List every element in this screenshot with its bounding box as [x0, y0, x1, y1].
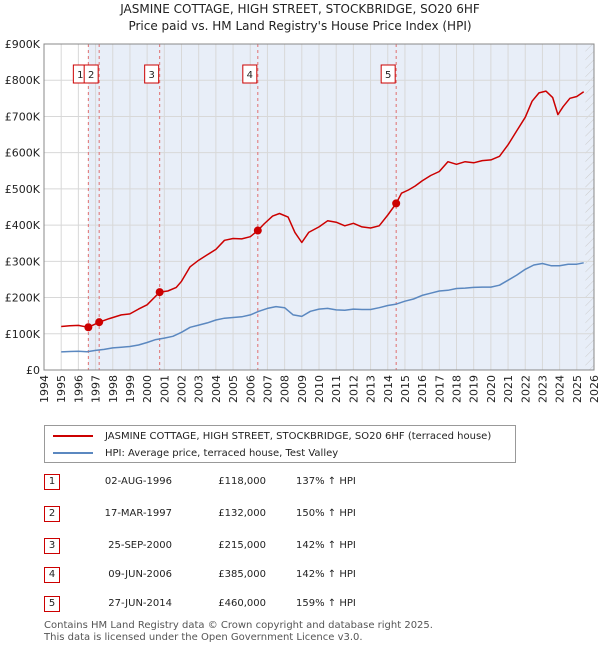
transaction-marker-label: 5 [385, 70, 391, 81]
transaction-date: 09-JUN-2006 [108, 569, 172, 580]
transaction-hpi: 137% ↑ HPI [296, 476, 356, 487]
y-tick-label: £900K [5, 38, 41, 51]
price-chart: £0 £100K £200K £300K £400K £500K £600K £700K £80… [5, 38, 600, 403]
transaction-badge: 5 [44, 596, 60, 612]
ownership-shade [257, 44, 397, 370]
ownership-shade [99, 44, 160, 370]
x-tick-label: 2013 [365, 375, 378, 403]
x-tick-label: 2003 [193, 375, 206, 403]
hpi-line [61, 262, 584, 353]
chart-subtitle: Price paid vs. HM Land Registry's House … [128, 19, 472, 33]
x-tick-label: 2015 [399, 375, 412, 403]
transaction-marker-box [144, 64, 160, 84]
transaction-date: 25-SEP-2000 [108, 540, 172, 551]
x-tick-label: 1995 [55, 375, 68, 403]
legend-line-hpi [53, 452, 93, 454]
transaction-badge: 4 [44, 567, 60, 583]
x-tick-label: 2004 [210, 375, 223, 403]
transaction-point [84, 323, 93, 332]
x-tick-label: 2000 [141, 375, 154, 403]
transaction-date: 17-MAR-1997 [104, 508, 172, 519]
transaction-marker-label: 1 [77, 70, 83, 81]
x-tick-label: 2012 [347, 375, 360, 403]
x-tick-label: 2026 [588, 375, 600, 403]
transaction-marker-label: 4 [247, 70, 253, 81]
x-tick-label: 2005 [227, 375, 240, 403]
legend-item-property: JASMINE COTTAGE, HIGH STREET, STOCKBRIDG… [53, 428, 491, 444]
transaction-price: £132,000 [218, 508, 266, 519]
transaction-hpi: 142% ↑ HPI [296, 540, 356, 551]
transaction-date: 27-JUN-2014 [108, 598, 172, 609]
legend-label-property: JASMINE COTTAGE, HIGH STREET, STOCKBRIDG… [105, 430, 492, 442]
x-tick-label: 2006 [244, 375, 257, 403]
transaction-hpi: 150% ↑ HPI [296, 508, 356, 519]
transaction-badge: 1 [44, 474, 60, 490]
transaction-badge: 2 [44, 506, 60, 522]
transaction-price: £118,000 [218, 476, 266, 487]
transaction-date: 02-AUG-1996 [104, 476, 172, 487]
x-tick-label: 2011 [330, 375, 343, 403]
x-tick-label: 1996 [72, 375, 85, 403]
x-tick-label: 1998 [107, 375, 120, 403]
x-tick-label: 2010 [313, 375, 326, 403]
transaction-point [155, 288, 164, 297]
x-tick-label: 2016 [416, 375, 429, 403]
transaction-marker-label: 2 [88, 70, 94, 81]
plot-frame [43, 43, 595, 371]
x-tick-label: 2009 [296, 375, 309, 403]
x-tick-label: 2025 [571, 375, 584, 403]
transaction-point [392, 199, 401, 208]
chart-title: JASMINE COTTAGE, HIGH STREET, STOCKBRIDG… [120, 2, 480, 16]
legend-item-hpi: HPI: Average price, terraced house, Test… [53, 445, 338, 461]
x-tick-label: 2020 [485, 375, 498, 403]
transaction-marker-box [242, 64, 258, 84]
x-tick-label: 1997 [90, 375, 103, 403]
ownership-shade [88, 44, 100, 370]
x-tick-label: 2018 [451, 375, 464, 403]
ownership-shade [396, 44, 594, 370]
transaction-marker-label: 3 [148, 70, 154, 81]
y-tick-label: £200K [5, 292, 41, 305]
transaction-point [95, 318, 104, 327]
x-tick-label: 2008 [279, 375, 292, 403]
y-tick-label: £500K [5, 183, 41, 196]
transaction-marker-box [380, 64, 396, 84]
transaction-price: £385,000 [218, 569, 266, 580]
x-tick-label: 1994 [38, 375, 51, 403]
transaction-badge: 3 [44, 538, 60, 554]
footer-licence: This data is licensed under the Open Gov… [44, 632, 363, 643]
x-tick-label: 2017 [433, 375, 446, 403]
forecast-hatch [585, 44, 594, 370]
x-tick-label: 2019 [468, 375, 481, 403]
footer-copyright: Contains HM Land Registry data © Crown c… [44, 620, 433, 631]
transaction-hpi: 142% ↑ HPI [296, 569, 356, 580]
y-tick-label: £300K [5, 255, 41, 268]
x-tick-label: 2002 [176, 375, 189, 403]
x-tick-label: 2001 [158, 375, 171, 403]
ownership-shade [159, 44, 258, 370]
y-tick-label: £700K [5, 110, 41, 123]
x-tick-label: 2007 [261, 375, 274, 403]
transaction-price: £215,000 [218, 540, 266, 551]
transaction-point [253, 226, 262, 235]
legend: JASMINE COTTAGE, HIGH STREET, STOCKBRIDG… [44, 425, 516, 463]
transaction-hpi: 159% ↑ HPI [296, 598, 356, 609]
y-tick-label: £800K [5, 74, 41, 87]
x-tick-label: 2023 [536, 375, 549, 403]
transaction-price: £460,000 [218, 598, 266, 609]
y-tick-label: £400K [5, 219, 41, 232]
x-tick-label: 2022 [519, 375, 532, 403]
x-tick-label: 2024 [554, 375, 567, 403]
legend-label-hpi: HPI: Average price, terraced house, Test… [105, 447, 339, 459]
transaction-marker-box [83, 64, 99, 84]
property-price-line [61, 90, 585, 329]
legend-line-property [53, 435, 93, 437]
x-tick-label: 1999 [124, 375, 137, 403]
y-tick-label: £100K [5, 328, 41, 341]
y-tick-label: £600K [5, 147, 41, 160]
x-tick-label: 2014 [382, 375, 395, 403]
y-tick-label: £0 [26, 364, 40, 377]
x-tick-label: 2021 [502, 375, 515, 403]
